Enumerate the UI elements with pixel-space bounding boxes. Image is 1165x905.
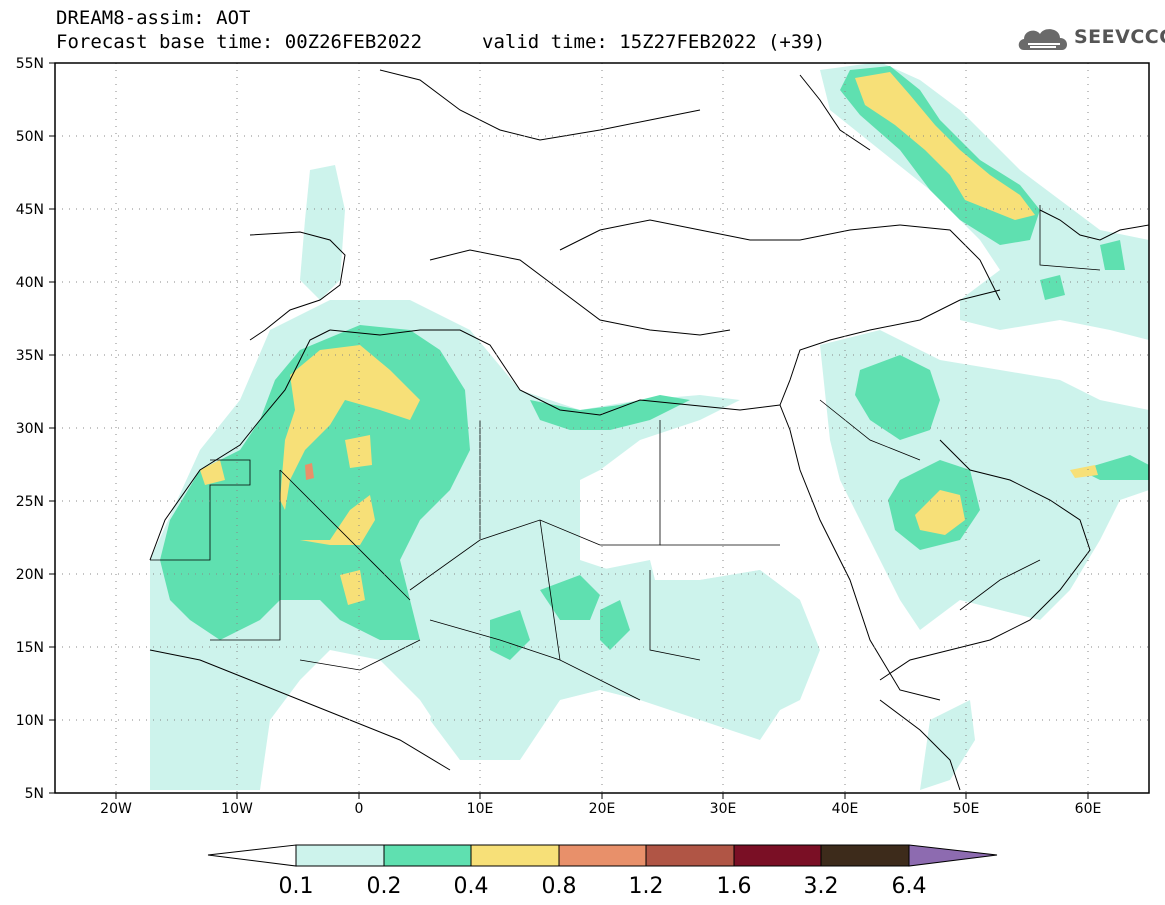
lon-tick-label: 60E (1075, 801, 1102, 817)
colorbar-swatch (295, 844, 385, 867)
lon-tick-label: 40E (832, 801, 859, 817)
seevccc-logo: SEEVCCC (1016, 22, 1165, 56)
valid-time: valid time: 15Z27FEB2022 (+39) (482, 31, 826, 53)
colorbar-swatch (470, 844, 560, 867)
forecast-base-time: Forecast base time: 00Z26FEB2022 (56, 31, 423, 53)
lon-tick-label: 50E (953, 801, 980, 817)
lat-tick-label: 15N (16, 640, 44, 656)
lat-tick-label: 35N (16, 348, 44, 364)
colorbar-label: 1.2 (629, 874, 664, 899)
colorbar-label: 0.1 (279, 874, 314, 899)
colorbar (207, 844, 998, 867)
lon-tick-label: 10E (467, 801, 494, 817)
colorbar-lower-arrow (207, 844, 297, 867)
lat-tick-label: 10N (16, 713, 44, 729)
colorbar-label: 0.8 (542, 874, 577, 899)
lat-tick-label: 20N (16, 567, 44, 583)
lat-tick-label: 40N (16, 275, 44, 291)
grid (55, 63, 1149, 793)
lat-tick-label: 30N (16, 421, 44, 437)
coastlines (149, 69, 1149, 791)
colorbar-label: 3.2 (804, 874, 839, 899)
colorbar-swatch (820, 844, 910, 867)
lat-tick-label: 45N (16, 202, 44, 218)
cloud-icon (1018, 29, 1068, 50)
lat-tick-label: 25N (16, 494, 44, 510)
lon-tick-label: 20W (100, 801, 132, 817)
lat-tick-label: 5N (25, 786, 44, 802)
aot-shading (150, 63, 1149, 790)
lon-tick-label: 20E (589, 801, 616, 817)
borders (150, 205, 1101, 701)
colorbar-upper-arrow (908, 844, 998, 867)
colorbar-label: 0.4 (454, 874, 489, 899)
lon-tick-label: 30E (710, 801, 737, 817)
lat-tick-label: 55N (16, 56, 44, 72)
colorbar-swatch (558, 844, 647, 867)
colorbar-label: 1.6 (717, 874, 752, 899)
lat-tick-label: 50N (16, 129, 44, 145)
colorbar-label: 0.2 (367, 874, 402, 899)
lon-tick-label: 10W (221, 801, 253, 817)
map-title: DREAM8-assim: AOT (56, 7, 251, 29)
logo-wordmark: SEEVCCC (1074, 26, 1165, 48)
lon-tick-label: 0 (355, 801, 364, 817)
colorbar-swatch (733, 844, 822, 867)
colorbar-swatch (383, 844, 472, 867)
colorbar-swatch (645, 844, 735, 867)
colorbar-label: 6.4 (892, 874, 927, 899)
